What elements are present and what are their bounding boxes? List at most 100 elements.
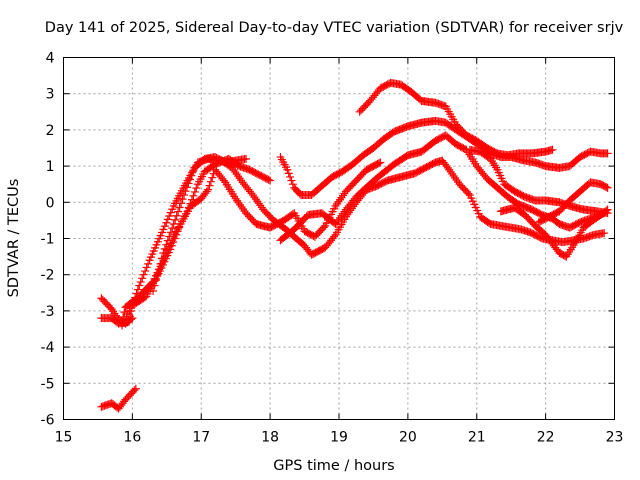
data-point [184, 203, 193, 212]
data-point [374, 159, 383, 168]
data-point [154, 265, 163, 274]
y-tick-label: -5 [41, 376, 55, 392]
series-track-7 [276, 116, 612, 200]
data-point [168, 224, 177, 233]
data-point [287, 176, 296, 185]
data-point [131, 384, 140, 393]
data-point [288, 180, 297, 189]
data-point [283, 165, 292, 174]
data-point [330, 232, 339, 241]
data-point [376, 158, 385, 167]
data-point [144, 259, 153, 268]
data-point [160, 244, 169, 253]
data-point [153, 270, 162, 279]
x-tick-label: 17 [192, 430, 210, 446]
data-point [186, 199, 195, 208]
data-point [157, 254, 166, 263]
data-point [160, 222, 169, 231]
data-point [187, 195, 196, 204]
data-point [129, 297, 138, 306]
data-point [600, 229, 609, 238]
data-point [602, 206, 611, 215]
data-point [142, 263, 151, 272]
y-tick-label: -4 [41, 340, 55, 356]
data-point [168, 205, 177, 214]
data-point [464, 189, 473, 198]
data-point [141, 267, 150, 276]
data-point [177, 199, 186, 208]
x-tick-label: 18 [261, 430, 279, 446]
data-point [132, 289, 141, 298]
y-tick-label: 2 [46, 123, 55, 139]
y-tick-label: 1 [46, 159, 55, 175]
series-track-6 [149, 153, 251, 295]
x-tick-label: 15 [55, 430, 73, 446]
data-point [120, 308, 129, 317]
data-point [603, 205, 612, 214]
data-point [149, 286, 158, 295]
data-point [175, 203, 184, 212]
data-point [150, 281, 159, 290]
data-point [130, 386, 139, 395]
data-point [166, 208, 175, 217]
data-point [205, 181, 214, 190]
data-point [264, 175, 273, 184]
data-point [182, 183, 191, 192]
data-point [139, 270, 148, 279]
data-point [180, 191, 189, 200]
data-point [178, 195, 187, 204]
y-tick-label: -6 [41, 413, 55, 429]
y-tick-label: -3 [41, 304, 55, 320]
y-tick-label: 3 [46, 87, 55, 103]
data-point [171, 215, 180, 224]
data-point [603, 183, 612, 192]
y-axis-label: SDTVAR / TECUs [6, 179, 22, 298]
data-point [202, 187, 211, 196]
x-axis-label: GPS time / hours [273, 458, 394, 474]
data-point [189, 191, 198, 200]
data-point [208, 173, 217, 182]
x-tick-label: 16 [123, 430, 141, 446]
data-point [319, 223, 328, 232]
series-track-9 [355, 78, 557, 160]
data-point [159, 225, 168, 234]
data-point [219, 176, 228, 185]
data-point [162, 218, 171, 227]
data-point [169, 220, 178, 229]
data-point [133, 285, 142, 294]
data-point [184, 179, 193, 188]
data-point [174, 207, 183, 216]
data-point [163, 236, 172, 245]
y-tick-label: -1 [41, 232, 55, 248]
data-point [181, 187, 190, 196]
data-point [188, 167, 197, 176]
data-point [185, 175, 194, 184]
series-track-5 [118, 154, 609, 330]
x-tick-label: 22 [537, 430, 555, 446]
data-point [172, 211, 181, 220]
data-point [266, 176, 275, 185]
data-point [165, 212, 174, 221]
data-point [548, 145, 557, 154]
data-series [97, 78, 612, 413]
data-point [128, 301, 137, 310]
grid-lines [63, 57, 615, 420]
data-point [190, 187, 199, 196]
data-point [286, 172, 295, 181]
x-tick-label: 19 [330, 430, 348, 446]
x-tick-label: 21 [468, 430, 486, 446]
series-track-12 [534, 178, 612, 227]
data-point [204, 185, 213, 194]
x-tick-label: 20 [399, 430, 417, 446]
data-point [187, 171, 196, 180]
data-point [136, 277, 145, 286]
y-tick-label: 4 [46, 51, 55, 67]
data-point [162, 240, 171, 249]
data-point [135, 281, 144, 290]
data-point [603, 149, 612, 158]
data-point [206, 177, 215, 186]
data-point [159, 248, 168, 257]
y-tick-label: -2 [41, 268, 55, 284]
